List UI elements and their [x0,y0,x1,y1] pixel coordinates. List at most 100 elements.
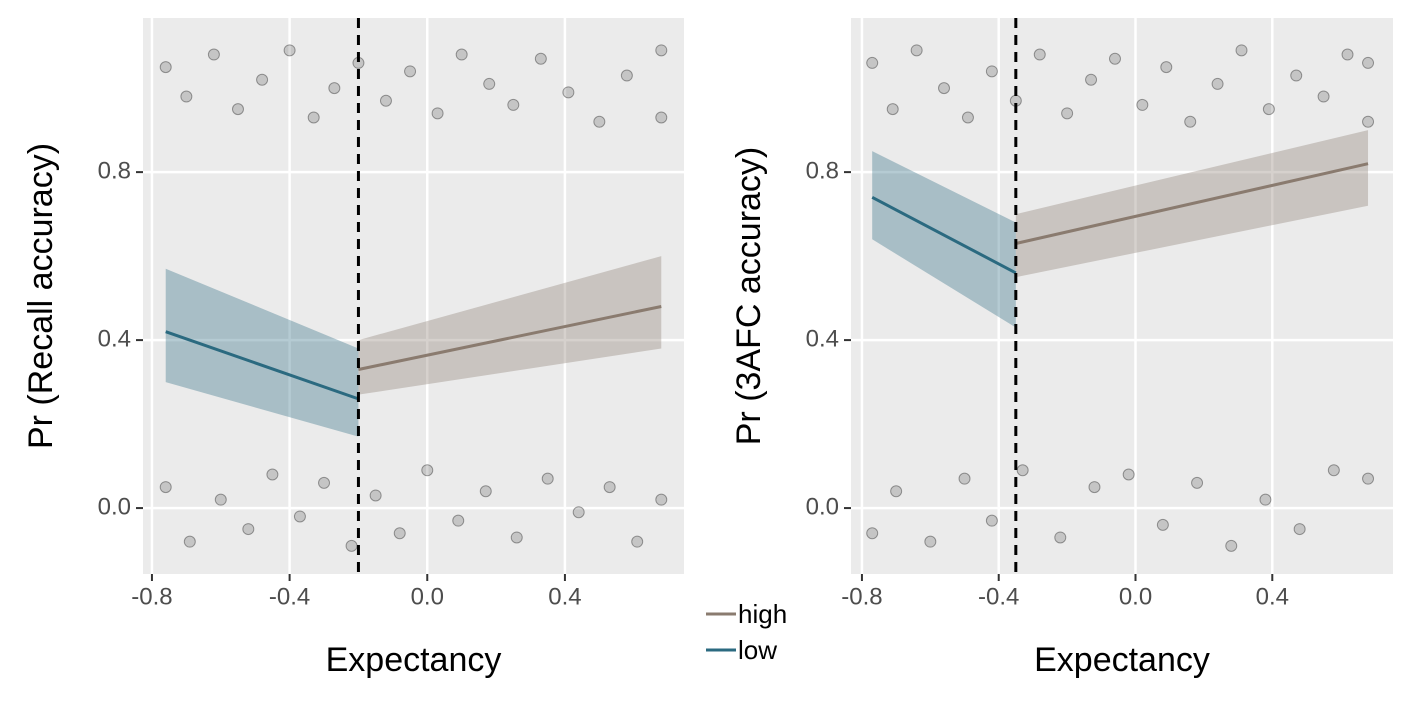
data-point [1341,48,1354,61]
y-tick-label: 0.4 [98,325,131,352]
plot-background [143,18,684,574]
data-point [890,485,903,498]
y-axis-title: Pr (Recall accuracy) [22,143,60,449]
data-point [393,527,406,540]
data-point [1293,523,1306,536]
plot-background [851,18,1393,574]
data-point [1191,476,1204,489]
data-point [452,514,465,527]
data-point [1160,61,1173,74]
x-tick-label: -0.4 [269,583,310,610]
data-point [620,69,633,82]
x-tick-label: 0.0 [411,583,444,610]
data-point [507,98,520,111]
data-point [1362,472,1375,485]
uncertainty-band [872,151,1016,328]
data-point [404,65,417,78]
x-tick-label: 0.4 [1256,583,1289,610]
data-point [1259,493,1272,506]
data-point [1016,464,1029,477]
data-point [655,111,668,124]
y-tick-label: 0.4 [806,325,839,352]
data-point [1290,69,1303,82]
data-point [1362,56,1375,69]
data-point [886,103,899,116]
data-point [534,52,547,65]
data-point [631,535,644,548]
data-point [938,82,951,95]
data-point [207,48,220,61]
data-point [159,61,172,74]
data-point [593,115,606,128]
data-point [1061,107,1074,120]
data-point [421,464,434,477]
uncertainty-band [358,256,662,395]
data-point [1317,90,1330,103]
fit-line [1015,162,1369,245]
x-tick-label: 0.0 [1119,583,1152,610]
data-point [958,472,971,485]
data-point [345,539,358,552]
data-point [1054,531,1067,544]
data-point [541,472,554,485]
data-point [510,531,523,544]
y-tick-label: 0.0 [98,493,131,520]
data-point [1184,115,1197,128]
fit-line [358,305,662,371]
x-tick-label: -0.8 [841,583,882,610]
fit-line [871,195,1017,275]
x-tick-label: -0.4 [978,583,1019,610]
fit-line [165,330,359,401]
data-point [1033,48,1046,61]
data-point [961,111,974,124]
data-point [1122,468,1135,481]
data-point [293,510,306,523]
data-point [562,86,575,99]
data-point [180,90,193,103]
data-point [231,103,244,116]
data-point [1235,44,1248,57]
legend-label: low [738,635,777,665]
data-point [1211,77,1224,90]
data-point [318,476,331,489]
data-point [307,111,320,124]
data-point [214,493,227,506]
data-point [1262,103,1275,116]
x-axis-title: Expectancy [1034,641,1210,679]
data-point [985,65,998,78]
x-tick-label: -0.8 [131,583,172,610]
data-point [183,535,196,548]
data-point [1327,464,1340,477]
data-point [866,527,879,540]
data-point [283,44,296,57]
data-point [1085,73,1098,86]
legend-label: high [738,599,787,629]
data-point [866,56,879,69]
data-point [924,535,937,548]
data-point [242,523,255,536]
data-point [328,82,341,95]
data-point [266,468,279,481]
data-point [572,506,585,519]
data-point [256,73,269,86]
data-point [455,48,468,61]
data-point [1136,98,1149,111]
data-point [431,107,444,120]
data-point [985,514,998,527]
data-point [479,485,492,498]
data-point [1156,518,1169,531]
data-point [603,481,616,494]
data-point [483,77,496,90]
uncertainty-band [165,268,359,437]
data-point [655,493,668,506]
x-axis-title: Expectancy [326,641,502,679]
data-point [655,44,668,57]
data-point [910,44,923,57]
data-point [1225,539,1238,552]
x-tick-label: 0.4 [548,583,581,610]
data-point [1088,481,1101,494]
y-axis-title: Pr (3AFC accuracy) [730,147,768,446]
y-tick-label: 0.8 [806,157,839,184]
y-tick-label: 0.0 [806,493,839,520]
